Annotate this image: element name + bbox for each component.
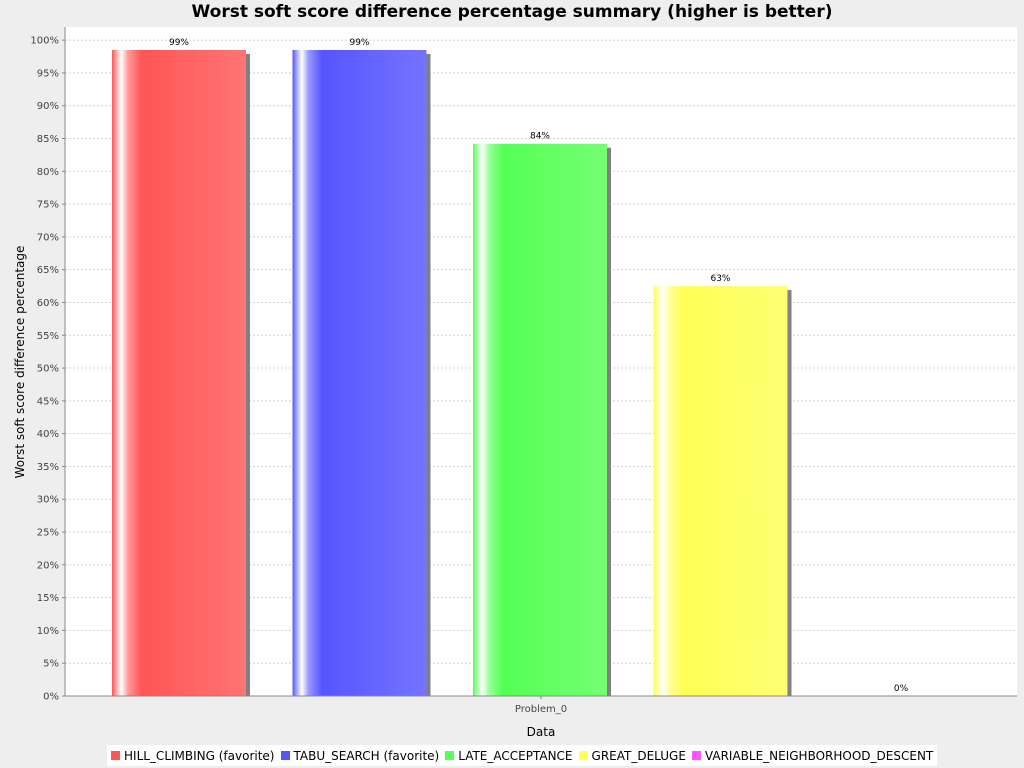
legend-label: TABU_SEARCH (favorite) — [294, 749, 440, 763]
legend-label: LATE_ACCEPTANCE — [458, 749, 572, 763]
data-label: 99% — [169, 38, 189, 48]
bar — [112, 50, 246, 696]
y-tick-label: 10% — [37, 626, 59, 637]
bar — [293, 50, 427, 696]
legend-item: LATE_ACCEPTANCE — [445, 749, 572, 763]
y-tick-label: 100% — [30, 36, 59, 47]
x-tick-label: Problem_0 — [515, 704, 567, 715]
y-tick-label: 90% — [37, 101, 59, 112]
legend: HILL_CLIMBING (favorite) TABU_SEARCH (fav… — [107, 745, 937, 766]
legend-swatch — [692, 751, 701, 760]
y-tick-label: 80% — [37, 167, 59, 178]
y-tick-label: 0% — [43, 692, 59, 703]
bar — [654, 286, 788, 696]
legend-item: VARIABLE_NEIGHBORHOOD_DESCENT — [692, 749, 933, 763]
data-label: 63% — [710, 274, 730, 284]
y-tick-label: 75% — [37, 200, 59, 211]
data-label: 0% — [894, 684, 909, 694]
y-tick-label: 15% — [37, 593, 59, 604]
y-tick-label: 35% — [37, 462, 59, 473]
y-tick-label: 25% — [37, 528, 59, 539]
y-tick-label: 45% — [37, 396, 59, 407]
legend-swatch — [281, 751, 290, 760]
legend-label: VARIABLE_NEIGHBORHOOD_DESCENT — [705, 749, 933, 763]
y-tick-label: 85% — [37, 134, 59, 145]
y-tick-label: 5% — [43, 659, 59, 670]
data-label: 84% — [530, 132, 550, 142]
y-tick-label: 50% — [37, 364, 59, 375]
legend-item: HILL_CLIMBING (favorite) — [111, 749, 275, 763]
y-tick-label: 20% — [37, 560, 59, 571]
y-tick-label: 30% — [37, 495, 59, 506]
y-tick-label: 70% — [37, 232, 59, 243]
legend-item: TABU_SEARCH (favorite) — [281, 749, 440, 763]
y-tick-label: 60% — [37, 298, 59, 309]
x-axis-title: Data — [527, 725, 556, 739]
y-axis-title: Worst soft score difference percentage — [13, 246, 27, 479]
legend-item: GREAT_DELUGE — [579, 749, 686, 763]
chart-canvas: 99% 99% 84% 63% 0% 0% 5% 10% 15% 20% 25% 30% 35% 40%… — [0, 0, 1024, 745]
y-tick-label: 55% — [37, 331, 59, 342]
bar — [473, 144, 607, 696]
legend-swatch — [445, 751, 454, 760]
data-label: 99% — [349, 38, 369, 48]
legend-label: HILL_CLIMBING (favorite) — [124, 749, 275, 763]
legend-swatch — [579, 751, 588, 760]
y-tick-label: 95% — [37, 68, 59, 79]
legend-label: GREAT_DELUGE — [592, 749, 686, 763]
y-tick-label: 65% — [37, 265, 59, 276]
legend-swatch — [111, 751, 120, 760]
y-tick-label: 40% — [37, 429, 59, 440]
